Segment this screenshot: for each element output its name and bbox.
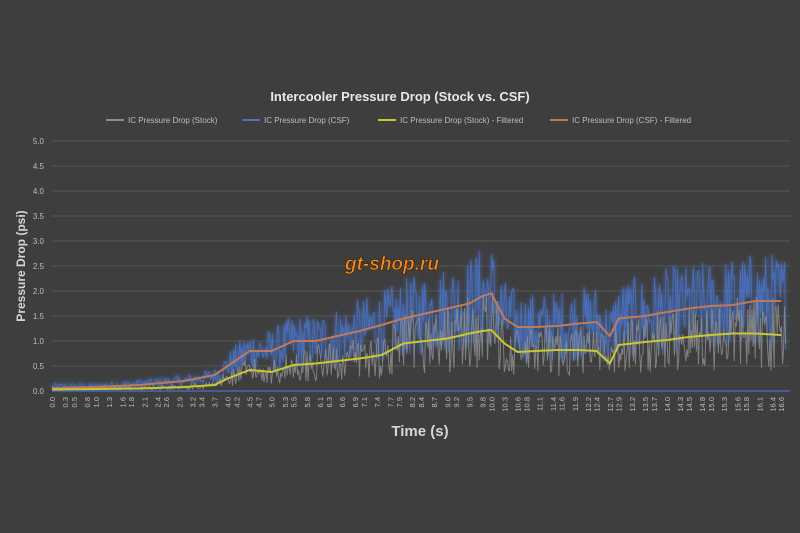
watermark-logo: gt-shop.ru [344,254,440,276]
x-tick-label: 8.2 [408,397,417,407]
x-tick-label: 2.9 [175,397,184,407]
x-tick-label: 13.2 [628,397,637,412]
legend-label: IC Pressure Drop (Stock) [128,116,218,125]
x-tick-label: 12.9 [615,397,624,412]
x-tick-label: 4.0 [224,397,233,407]
x-tick-label: 14.5 [685,397,694,412]
x-tick-label: 9.2 [452,397,461,407]
y-tick-label: 3.0 [33,237,45,246]
x-tick-label: 14.8 [698,397,707,412]
series-lines [51,292,790,392]
x-tick-label: 11.1 [536,397,545,411]
x-tick-label: 1.6 [118,397,127,407]
x-tick-label: 16.6 [777,397,786,412]
y-tick-label: 1.5 [33,312,45,321]
x-tick-label: 1.3 [105,397,114,407]
x-tick-label: 14.0 [663,397,672,412]
x-tick-label: 0.3 [61,397,70,407]
legend-label: IC Pressure Drop (CSF) [264,116,350,125]
x-tick-label: 6.9 [351,397,360,407]
y-tick-label: 4.5 [33,162,45,171]
x-tick-label: 5.0 [268,397,277,407]
y-tick-label: 1.0 [33,337,45,346]
x-tick-label: 13.7 [650,397,659,412]
legend: IC Pressure Drop (Stock) IC Pressure Drop… [106,116,691,125]
x-tick-label: 9.0 [443,397,452,407]
x-tick-label: 16.1 [755,397,764,412]
x-tick-label: 3.7 [211,397,220,407]
legend-label: IC Pressure Drop (CSF) - Filtered [572,116,691,125]
x-tick-label: 7.1 [360,397,369,407]
x-tick-label: 4.2 [233,397,242,407]
x-tick-label: 5.5 [290,397,299,407]
y-tick-label: 3.5 [33,212,45,221]
x-tick-label: 4.5 [246,397,255,407]
x-tick-label: 7.7 [386,397,395,407]
x-tick-label: 0.0 [48,397,57,407]
y-tick-label: 2.5 [33,262,45,271]
x-tick-label: 1.8 [127,397,136,407]
x-tick-label: 11.9 [571,397,580,411]
x-axis-label: Time (s) [391,423,448,440]
x-tick-label: 2.6 [162,397,171,407]
x-tick-label: 1.0 [92,397,101,407]
x-tick-label: 13.5 [641,397,650,412]
x-tick-label: 2.1 [140,397,149,407]
x-tick-label: 15.6 [733,397,742,412]
x-tick-label: 7.4 [373,397,382,407]
x-tick-label: 5.3 [281,397,290,407]
x-tick-label: 15.8 [742,397,751,412]
x-tick-label: 11.4 [549,397,558,411]
x-tick-label: 5.8 [303,397,312,407]
y-tick-label: 0.5 [33,362,45,371]
x-axis-ticks: 0.0 0.3 0.5 0.8 1.0 1.3 1.6 1.8 2.1 2.4 2.6 2.9 3.2 3… [48,397,786,412]
series-stock-filtered [51,328,782,391]
x-tick-label: 12.7 [606,397,615,412]
x-tick-label: 0.8 [83,397,92,407]
x-tick-label: 9.8 [479,397,488,407]
x-tick-label: 16.4 [768,397,777,412]
x-tick-label: 9.5 [465,397,474,407]
legend-label: IC Pressure Drop (Stock) - Filtered [400,116,523,125]
x-tick-label: 10.3 [500,397,509,412]
x-tick-label: 7.9 [395,397,404,407]
x-tick-label: 3.4 [197,397,206,407]
x-tick-label: 15.3 [720,397,729,412]
y-tick-label: 2.0 [33,287,45,296]
x-tick-label: 14.3 [676,397,685,412]
x-tick-label: 12.4 [593,397,602,412]
x-tick-label: 3.2 [189,397,198,407]
x-tick-label: 10.8 [522,397,531,412]
y-tick-label: 4.0 [33,187,45,196]
y-axis-label: Pressure Drop (psi) [14,210,28,321]
x-tick-label: 8.4 [417,397,426,407]
chart-title: Intercooler Pressure Drop (Stock vs. CSF… [270,89,529,104]
series-csf-filtered [51,292,782,389]
x-tick-label: 10.6 [514,397,523,412]
x-tick-label: 6.6 [338,397,347,407]
watermark-text: gt-shop.ru [344,254,439,275]
x-tick-label: 12.2 [584,397,593,412]
y-axis-ticks: 0.0 0.5 1.0 1.5 2.0 2.5 3.0 3.5 4.0 4.5 5.0 [33,137,45,396]
x-tick-label: 11.6 [558,397,567,411]
x-tick-label: 6.1 [316,397,325,407]
y-tick-label: 0.0 [33,387,45,396]
x-tick-label: 2.4 [153,397,162,407]
x-tick-label: 4.7 [254,397,263,407]
y-tick-label: 5.0 [33,137,45,146]
x-tick-label: 0.5 [70,397,79,407]
x-tick-label: 15.0 [707,397,716,412]
x-tick-label: 10.0 [487,397,496,412]
x-tick-label: 6.3 [325,397,334,407]
x-tick-label: 8.7 [430,397,439,407]
